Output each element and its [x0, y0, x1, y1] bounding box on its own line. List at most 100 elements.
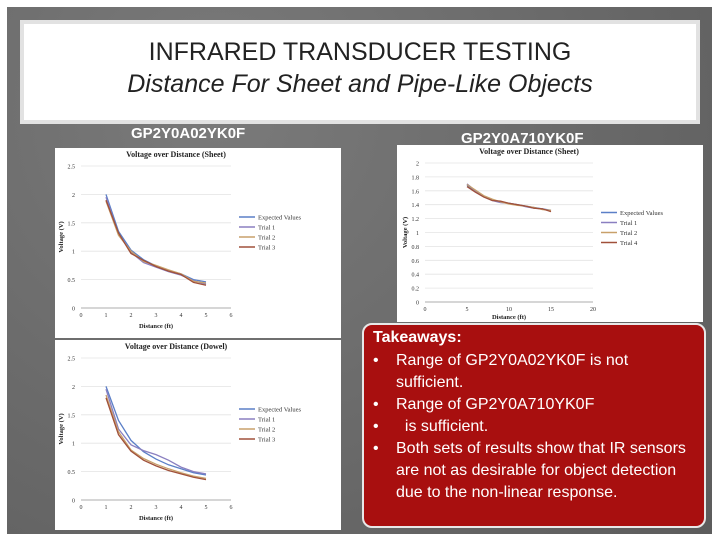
x-tick-label: 4 [180, 313, 183, 319]
y-tick-label: 1.4 [412, 203, 420, 209]
y-tick-label: 0.8 [412, 245, 420, 251]
chart-title: Voltage over Distance (Sheet) [126, 150, 226, 159]
legend-label: Expected Values [258, 407, 301, 414]
x-axis-label: Distance (ft) [139, 515, 173, 522]
x-tick-label: 5 [205, 313, 208, 319]
y-tick-label: 1.8 [412, 175, 420, 181]
x-tick-label: 0 [80, 505, 83, 511]
title-box: INFRARED TRANSDUCER TESTING Distance For… [20, 20, 700, 124]
chart-svg: Voltage over Distance (Sheet) 0 0.2 0.4 0.6 0… [402, 147, 663, 321]
list-item: • Range of GP2Y0A710YK0F [373, 394, 698, 416]
series-line [105, 394, 207, 480]
x-tick-label: 3 [155, 505, 158, 511]
y-tick-label: 0.2 [412, 287, 420, 293]
legend-label: Trial 2 [258, 235, 275, 242]
y-tick-label: 1.5 [68, 221, 76, 227]
x-tick-label: 0 [424, 307, 427, 313]
legend-label: Trial 3 [258, 437, 275, 444]
legend-label: Trial 1 [258, 417, 275, 424]
y-tick-label: 2 [72, 385, 75, 391]
takeaway-text: Range of GP2Y0A02YK0F is not sufficient. [396, 352, 629, 391]
y-tick-label: 2 [416, 162, 419, 168]
legend-label: Trial 1 [620, 220, 637, 227]
y-tick-label: 1.5 [68, 413, 76, 419]
takeaway-text: Range of GP2Y0A710YK0F [396, 396, 595, 413]
takeaways-box: Takeaways: • Range of GP2Y0A02YK0F is not… [362, 323, 706, 528]
y-tick-label: 0.4 [412, 273, 420, 279]
x-tick-label: 4 [180, 505, 183, 511]
sensor-label-right: GP2Y0A710YK0F [461, 130, 584, 147]
x-tick-label: 15 [548, 307, 554, 313]
legend-label: Expected Values [258, 215, 301, 222]
x-axis-label: Distance (ft) [492, 314, 526, 321]
series-line [466, 183, 552, 212]
series-line [466, 183, 552, 211]
list-item: • Range of GP2Y0A02YK0F is not sufficient… [373, 350, 698, 394]
slide-title: INFRARED TRANSDUCER TESTING [148, 38, 572, 66]
y-axis-label: Voltage (V) [58, 413, 65, 444]
list-item: • Both sets of results show that IR senso… [373, 438, 698, 504]
y-tick-label: 0 [416, 301, 419, 307]
series-line [466, 186, 552, 213]
x-tick-label: 2 [130, 505, 133, 511]
legend-label: Trial 2 [620, 230, 637, 237]
legend-label: Expected Values [620, 210, 663, 217]
y-tick-label: 0.5 [68, 470, 76, 476]
x-tick-label: 5 [205, 505, 208, 511]
series-line [105, 389, 207, 475]
x-tick-label: 10 [506, 307, 512, 313]
series-line [466, 184, 552, 211]
legend-label: Trial 4 [620, 240, 638, 247]
y-tick-label: 1 [72, 442, 75, 448]
bullet: • [373, 396, 379, 413]
y-tick-label: 0.5 [68, 278, 76, 284]
series-line [105, 199, 207, 286]
x-axis-label: Distance (ft) [139, 323, 173, 330]
y-axis-label: Voltage (V) [58, 221, 65, 252]
bullet: • [373, 418, 379, 435]
legend-label: Trial 1 [258, 225, 275, 232]
chart-title: Voltage over Distance (Dowel) [125, 342, 228, 351]
series-line [105, 397, 207, 481]
chart-sheet-left: Voltage over Distance (Sheet) 0 0.5 1 1.5 2 2.… [55, 148, 341, 338]
slide-subtitle: Distance For Sheet and Pipe-Like Objects [127, 70, 593, 98]
x-tick-label: 20 [590, 307, 596, 313]
chart-svg: Voltage over Distance (Dowel) 0 0.5 1 1.5 2 2.… [58, 342, 301, 522]
chart-svg: Voltage over Distance (Sheet) 0 0.5 1 1.5 2 2.… [58, 150, 301, 330]
y-tick-label: 1 [72, 250, 75, 256]
y-tick-label: 0.6 [412, 259, 420, 265]
y-tick-label: 1.6 [412, 189, 420, 195]
x-tick-label: 0 [80, 313, 83, 319]
y-tick-label: 1 [416, 231, 419, 237]
x-tick-label: 6 [230, 505, 233, 511]
y-tick-label: 2 [72, 193, 75, 199]
legend-label: Trial 3 [258, 245, 275, 252]
series-line [105, 196, 207, 285]
y-tick-label: 2.5 [68, 165, 76, 171]
y-axis-label: Voltage (V) [402, 217, 409, 248]
takeaways-heading: Takeaways: [373, 329, 462, 346]
x-tick-label: 5 [466, 307, 469, 313]
y-tick-label: 0 [72, 499, 75, 505]
series-line [105, 386, 207, 476]
sensor-label-left: GP2Y0A02YK0F [131, 125, 246, 142]
x-tick-label: 6 [230, 313, 233, 319]
y-tick-label: 0 [72, 307, 75, 313]
legend-label: Trial 2 [258, 427, 275, 434]
x-tick-label: 1 [105, 505, 108, 511]
list-item: • is sufficient. [373, 416, 698, 438]
chart-title: Voltage over Distance (Sheet) [479, 147, 579, 156]
x-tick-label: 1 [105, 313, 108, 319]
y-tick-label: 2.5 [68, 357, 76, 363]
chart-sheet-right: Voltage over Distance (Sheet) 0 0.2 0.4 0.6 0… [397, 145, 703, 322]
series-line [105, 200, 207, 284]
x-tick-label: 2 [130, 313, 133, 319]
bullet: • [373, 440, 379, 457]
y-tick-label: 1.2 [412, 217, 420, 223]
bullet: • [373, 352, 379, 369]
takeaways-list: • Range of GP2Y0A02YK0F is not sufficient… [373, 350, 698, 504]
x-tick-label: 3 [155, 313, 158, 319]
takeaway-text: Both sets of results show that IR sensor… [396, 440, 686, 501]
takeaway-text: is sufficient. [396, 418, 489, 435]
chart-dowel: Voltage over Distance (Dowel) 0 0.5 1 1.5 2 2.… [55, 340, 341, 530]
